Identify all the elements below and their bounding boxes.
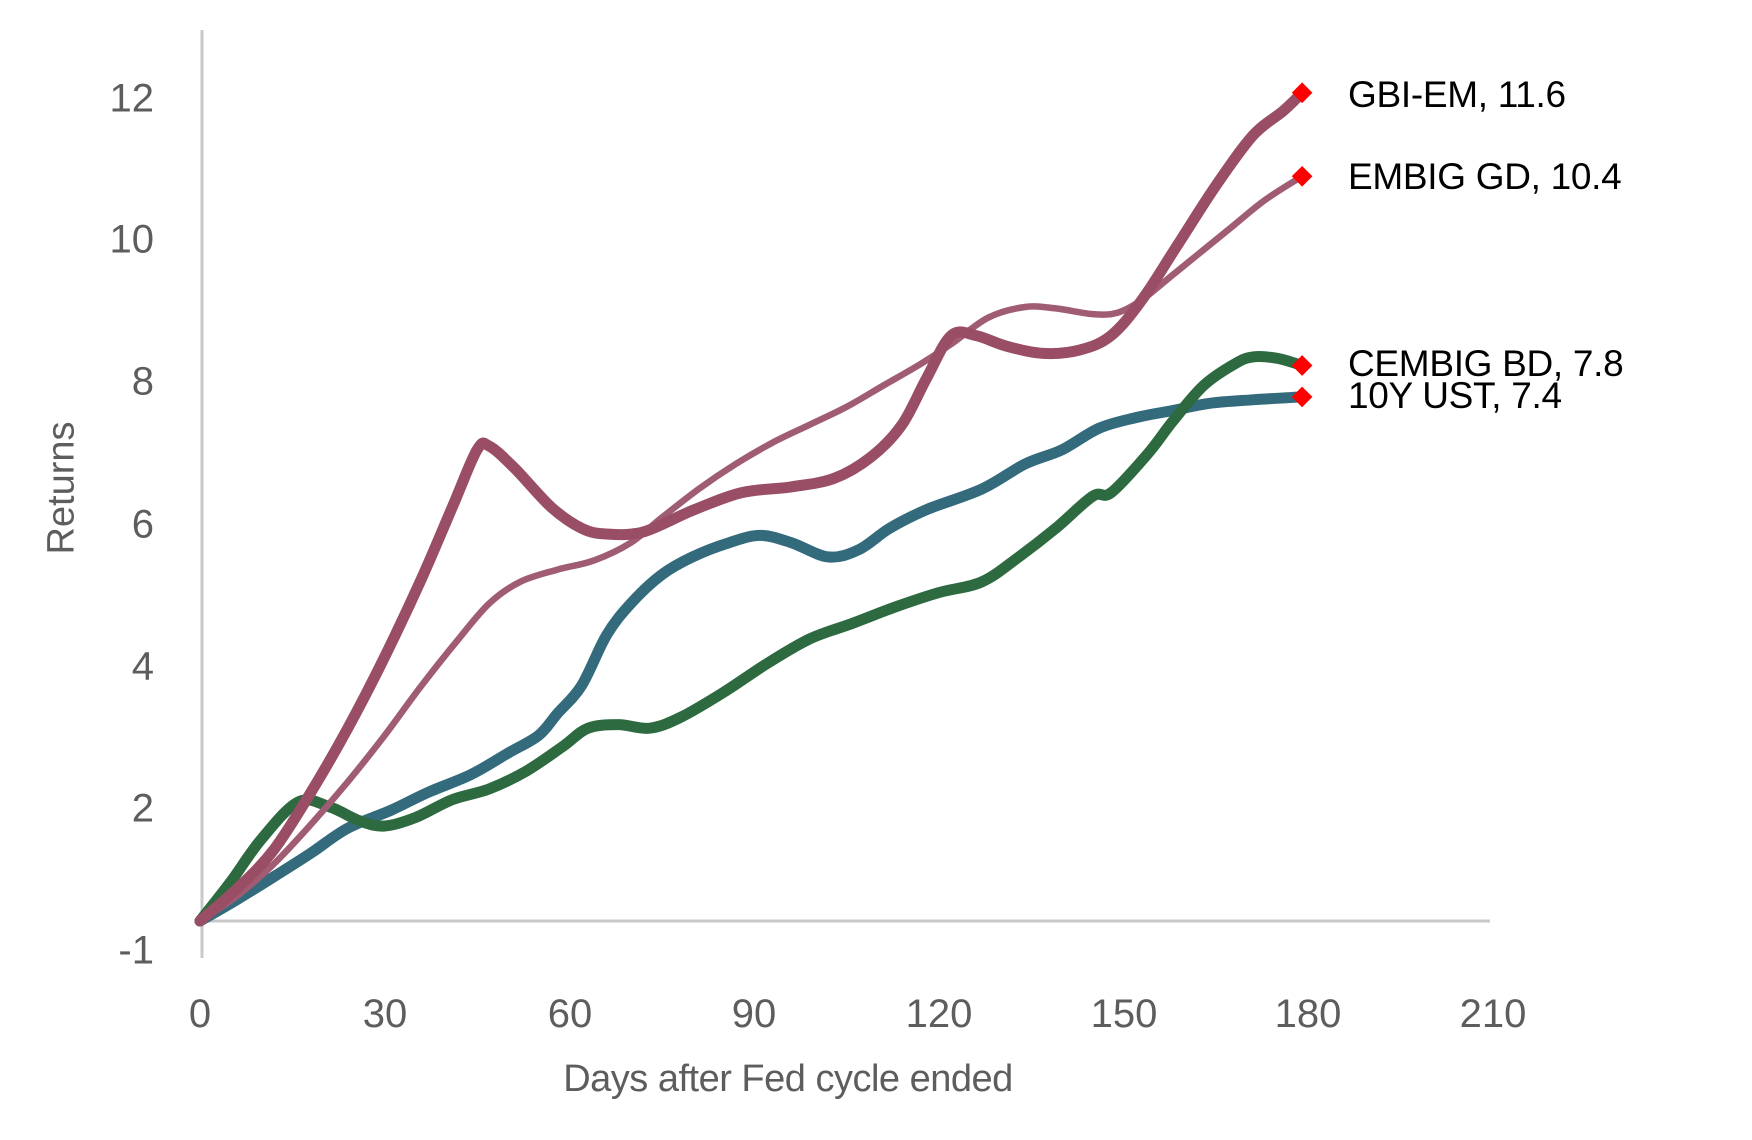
x-tick-210: 210 bbox=[1459, 992, 1527, 1036]
y-tick-10: 10 bbox=[109, 217, 155, 262]
line-gbi-em bbox=[194, 87, 1308, 927]
x-tick-180: 180 bbox=[1274, 992, 1342, 1036]
y-tick-12: 12 bbox=[109, 76, 155, 121]
x-tick-30: 30 bbox=[362, 992, 408, 1036]
x-axis-title: Days after Fed cycle ended bbox=[563, 1058, 1013, 1100]
y-tick-6: 6 bbox=[131, 502, 154, 547]
x-tick-90: 90 bbox=[731, 992, 777, 1036]
y-tick-4: 4 bbox=[131, 644, 154, 689]
y-tick-2: 2 bbox=[131, 786, 154, 831]
series-label-embig-gd: EMBIG GD, 10.4 bbox=[1348, 156, 1622, 197]
series-label-gbi-em: GBI-EM, 11.6 bbox=[1348, 74, 1566, 115]
y-tick-8: 8 bbox=[131, 359, 154, 404]
x-tick-0: 0 bbox=[188, 992, 212, 1036]
series-label-10y-ust: 10Y UST, 7.4 bbox=[1348, 375, 1562, 416]
x-tick-120: 120 bbox=[905, 992, 973, 1036]
y-tick-neg1: -1 bbox=[118, 928, 154, 973]
x-tick-150: 150 bbox=[1090, 992, 1158, 1036]
x-tick-60: 60 bbox=[547, 992, 593, 1036]
line-10y-ust bbox=[194, 391, 1308, 927]
end-marker-10y-ust-icon bbox=[1291, 386, 1313, 408]
end-marker-cembig-bd-icon bbox=[1291, 355, 1313, 376]
line-embig-gd bbox=[196, 173, 1306, 925]
series-label-cembig-bd: CEMBIG BD, 7.8 bbox=[1348, 343, 1624, 384]
line-cembig-bd bbox=[194, 351, 1308, 927]
